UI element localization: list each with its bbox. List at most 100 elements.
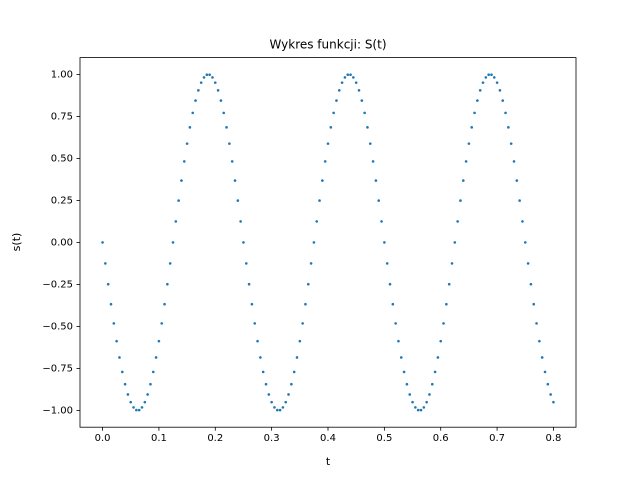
data-point	[529, 282, 533, 286]
data-point	[439, 339, 443, 343]
y-tick-label: 1.00	[51, 69, 73, 80]
data-point	[197, 89, 200, 92]
data-point	[309, 262, 313, 265]
data-point	[154, 356, 158, 359]
data-point	[509, 142, 513, 145]
data-point	[250, 302, 254, 306]
data-point	[518, 199, 521, 202]
data-point	[239, 220, 242, 223]
data-point	[247, 282, 251, 286]
data-point	[337, 89, 341, 92]
data-point	[135, 408, 138, 412]
data-point	[391, 302, 395, 306]
data-point	[512, 160, 516, 163]
data-point	[366, 126, 369, 129]
data-point	[535, 322, 538, 325]
data-point	[126, 393, 130, 396]
data-point	[515, 179, 519, 182]
data-point	[490, 73, 493, 77]
data-point	[205, 73, 209, 77]
data-point	[284, 400, 288, 404]
data-point	[349, 73, 352, 77]
data-point	[118, 356, 121, 359]
data-point	[383, 241, 386, 244]
data-point	[140, 406, 144, 409]
y-tick-label: −0.25	[42, 279, 73, 290]
data-point	[270, 400, 273, 404]
data-point	[425, 400, 428, 404]
data-point	[191, 111, 195, 115]
data-point	[459, 199, 462, 202]
data-point	[194, 99, 197, 102]
data-point	[230, 160, 234, 163]
data-point	[447, 282, 451, 286]
data-point	[450, 262, 454, 265]
data-point	[521, 220, 524, 223]
data-point	[343, 76, 347, 79]
data-point	[464, 160, 468, 163]
data-point	[199, 81, 203, 84]
data-point	[354, 81, 358, 84]
data-point	[267, 393, 271, 396]
data-point	[222, 111, 226, 115]
data-point	[442, 322, 445, 325]
data-point	[123, 382, 127, 386]
data-point	[146, 393, 149, 396]
data-point	[504, 111, 507, 115]
data-point	[363, 111, 366, 115]
data-point	[166, 282, 169, 286]
data-point	[188, 126, 192, 129]
data-point	[137, 408, 141, 412]
data-point	[295, 356, 299, 359]
data-point	[523, 241, 527, 244]
data-point	[335, 99, 338, 102]
data-point	[298, 339, 302, 343]
data-point	[461, 179, 465, 182]
data-point	[129, 400, 133, 404]
data-point	[101, 241, 104, 244]
data-point	[112, 322, 116, 325]
x-tick-label: 0.1	[151, 433, 167, 444]
x-tick-label: 0.3	[264, 433, 280, 444]
data-point	[473, 111, 476, 115]
data-point	[315, 220, 319, 223]
x-tick-label: 0.2	[207, 433, 223, 444]
data-point	[233, 179, 237, 182]
data-point	[526, 262, 530, 265]
plot-area	[101, 73, 555, 412]
data-point	[143, 400, 147, 404]
x-axis-label: t	[326, 455, 331, 468]
data-point	[357, 89, 361, 92]
y-axis-label: s(t)	[10, 233, 23, 252]
x-tick-label: 0.8	[546, 433, 562, 444]
data-point	[244, 262, 248, 265]
data-point	[306, 282, 310, 286]
data-point	[323, 160, 327, 163]
data-point	[501, 99, 505, 102]
data-point	[208, 73, 211, 77]
data-point	[532, 302, 536, 306]
x-tick-label: 0.5	[376, 433, 392, 444]
data-point	[388, 282, 392, 286]
data-point	[402, 370, 406, 374]
data-point	[261, 370, 265, 374]
data-point	[332, 111, 335, 115]
data-point	[546, 382, 550, 386]
data-point	[256, 339, 259, 343]
data-point	[321, 179, 324, 182]
data-point	[163, 302, 166, 306]
data-point	[264, 382, 268, 386]
data-point	[428, 393, 431, 396]
data-point	[182, 160, 186, 163]
data-point	[543, 370, 547, 374]
data-point	[340, 81, 344, 84]
data-point	[478, 89, 482, 92]
data-point	[318, 199, 321, 202]
data-point	[399, 356, 403, 359]
data-point	[115, 339, 118, 343]
data-point	[414, 406, 417, 409]
data-point	[538, 339, 541, 343]
data-point	[149, 382, 152, 386]
